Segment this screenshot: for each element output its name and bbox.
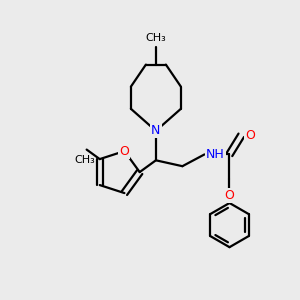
Text: O: O	[225, 189, 234, 202]
Text: CH₃: CH₃	[146, 32, 166, 43]
Text: N: N	[151, 124, 160, 137]
Text: O: O	[245, 129, 255, 142]
Text: CH₃: CH₃	[75, 155, 95, 165]
Text: O: O	[119, 145, 129, 158]
Text: NH: NH	[206, 148, 225, 161]
